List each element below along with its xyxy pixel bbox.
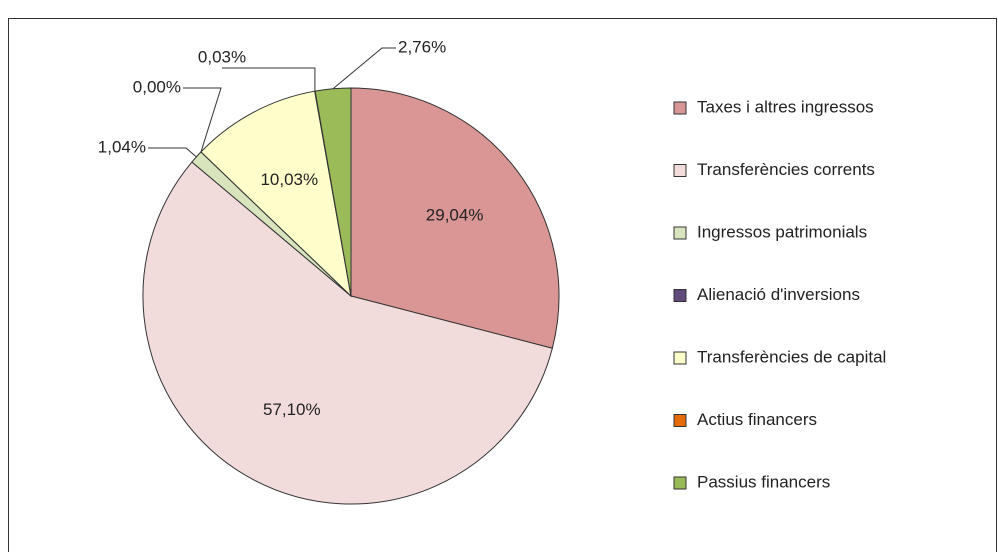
pie-slice — [350, 87, 560, 349]
leader-line — [183, 87, 222, 153]
leader-line — [332, 47, 396, 90]
legend-swatch — [673, 351, 687, 365]
pie-slice — [142, 161, 553, 505]
legend-label: Alienació d'inversions — [697, 285, 860, 304]
data-label: 29,04% — [426, 205, 484, 224]
legend-label: Transferències de capital — [697, 347, 886, 366]
legend-label: Actius financers — [697, 410, 817, 429]
pie-slice — [200, 90, 352, 298]
legend-label: Taxes i altres ingressos — [697, 97, 874, 116]
data-label: 10,03% — [260, 170, 318, 189]
legend-swatch — [673, 476, 687, 490]
pie-slice — [314, 87, 352, 297]
data-label: 2,76% — [398, 37, 446, 56]
legend-swatch — [673, 289, 687, 302]
legend-swatch — [673, 101, 687, 115]
data-label: 0,03% — [198, 47, 246, 66]
legend-label: Passius financers — [697, 472, 830, 491]
data-label: 57,10% — [263, 400, 321, 419]
leader-line — [148, 147, 197, 158]
data-label: 1,04% — [98, 137, 146, 156]
legend-swatch — [673, 414, 687, 427]
legend-label: Transferències corrents — [697, 160, 875, 179]
data-label: 0,00% — [133, 77, 181, 96]
leader-line — [222, 67, 316, 92]
legend-swatch — [673, 226, 687, 240]
legend-label: Ingressos patrimonials — [697, 222, 867, 241]
legend-swatch — [673, 164, 687, 177]
